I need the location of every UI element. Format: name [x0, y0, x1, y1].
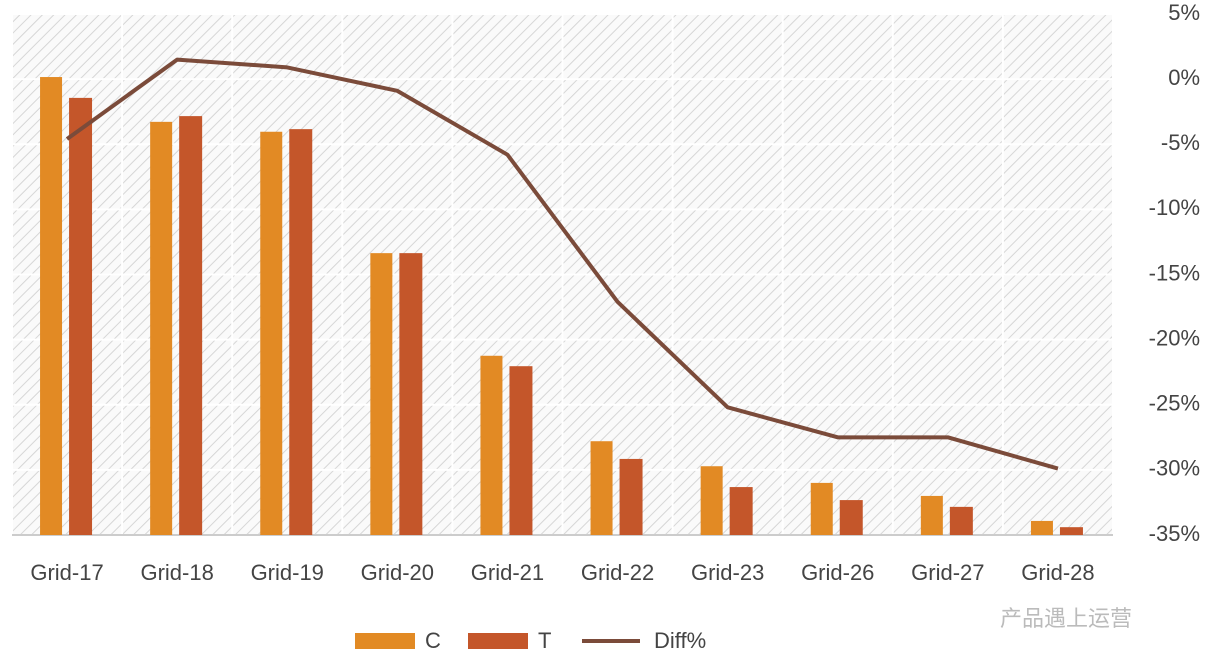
bar [370, 253, 393, 536]
bar [40, 77, 63, 535]
bar [289, 129, 313, 536]
legend-swatch [355, 633, 415, 649]
bar [810, 482, 833, 535]
bar [399, 253, 423, 536]
legend-label: T [538, 628, 551, 653]
y2-tick-label: 5% [1168, 0, 1200, 25]
bar [949, 506, 973, 535]
bar [150, 121, 173, 536]
y2-tick-label: -10% [1149, 195, 1200, 220]
bar [1059, 527, 1083, 535]
bar [1030, 520, 1053, 535]
bar [69, 97, 93, 536]
x-tick-label: Grid-23 [691, 560, 764, 585]
bar [619, 458, 643, 535]
bar [590, 441, 613, 535]
line [65, 57, 1059, 471]
y2-tick-label: -20% [1149, 325, 1200, 350]
bar [480, 355, 503, 535]
x-tick-label: Grid-26 [801, 560, 874, 585]
x-tick-label: Grid-28 [1021, 560, 1094, 585]
bar [700, 466, 723, 535]
legend-swatch [468, 633, 528, 649]
x-tick-label: Grid-18 [140, 560, 213, 585]
watermark: 产品遇上运营 [1000, 607, 1132, 632]
bar [839, 500, 863, 535]
bar [179, 116, 203, 535]
x-tick-label: Grid-19 [251, 560, 324, 585]
y2-tick-label: -25% [1149, 391, 1200, 416]
x-tick-label: Grid-20 [361, 560, 434, 585]
y2-tick-label: -15% [1149, 260, 1200, 285]
x-tick-label: Grid-27 [911, 560, 984, 585]
y2-tick-label: -30% [1149, 456, 1200, 481]
bar [260, 131, 283, 535]
x-tick-label: Grid-21 [471, 560, 544, 585]
y2-tick-label: -35% [1149, 521, 1200, 546]
legend-label: Diff% [654, 628, 706, 653]
legend-label: C [425, 628, 441, 653]
bar [920, 495, 943, 535]
x-tick-label: Grid-17 [30, 560, 103, 585]
y2-tick-label: -5% [1161, 130, 1200, 155]
bar [729, 487, 753, 535]
y2-tick-label: 0% [1168, 65, 1200, 90]
bar [509, 366, 533, 535]
x-tick-label: Grid-22 [581, 560, 654, 585]
